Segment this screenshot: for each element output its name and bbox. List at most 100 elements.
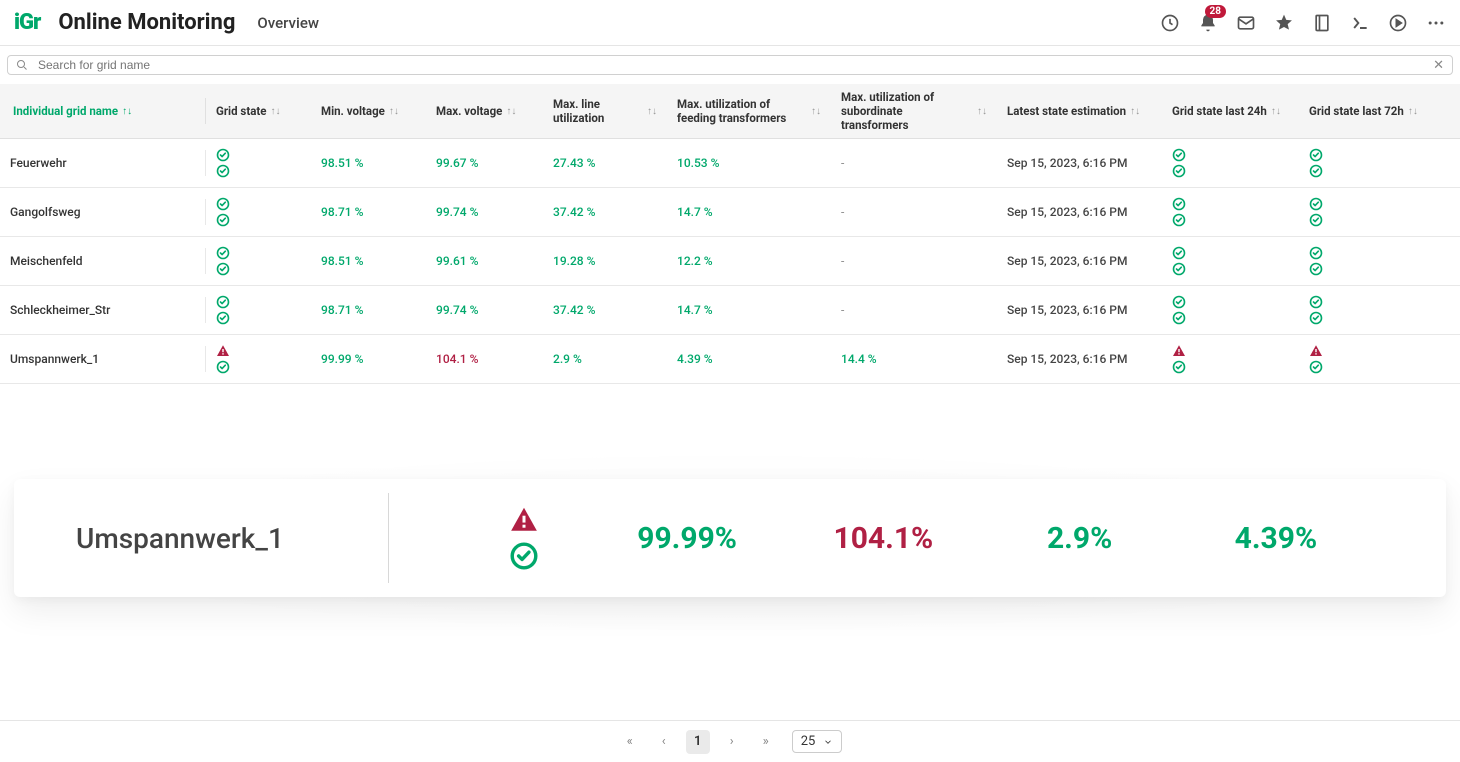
cell-max-voltage: 104.1 % <box>426 346 543 372</box>
cell-max-line: 37.42 % <box>543 297 667 323</box>
detail-metric-4: 4.39% <box>1178 521 1374 556</box>
cell-max-feed: 14.7 % <box>667 199 831 225</box>
cell-24h <box>1162 191 1299 233</box>
more-icon[interactable] <box>1426 13 1446 33</box>
play-icon[interactable] <box>1388 13 1408 33</box>
cell-max-sub: - <box>831 297 997 323</box>
cell-grid-name: Gangolfsweg <box>0 199 206 225</box>
cell-latest: Sep 15, 2023, 6:16 PM <box>997 199 1162 225</box>
table-row[interactable]: Gangolfsweg 98.71 %99.74 %37.42 %14.7 %-S… <box>0 188 1460 237</box>
app-title: Online Monitoring <box>58 10 235 35</box>
detail-status-icons <box>459 505 589 571</box>
cell-latest: Sep 15, 2023, 6:16 PM <box>997 248 1162 274</box>
table-row[interactable]: Schleckheimer_Str 98.71 %99.74 %37.42 %14… <box>0 286 1460 335</box>
cell-24h <box>1162 289 1299 331</box>
cell-max-line: 27.43 % <box>543 150 667 176</box>
table-header: Individual grid name↑↓ Grid state↑↓ Min.… <box>0 84 1460 139</box>
terminal-icon[interactable] <box>1350 13 1370 33</box>
clock-icon[interactable] <box>1160 13 1180 33</box>
cell-72h <box>1299 338 1434 380</box>
page-size-select[interactable]: 25 <box>792 730 843 753</box>
cell-latest: Sep 15, 2023, 6:16 PM <box>997 346 1162 372</box>
cell-min-voltage: 99.99 % <box>311 346 426 372</box>
cell-24h <box>1162 338 1299 380</box>
star-icon[interactable] <box>1274 13 1294 33</box>
clear-search-icon[interactable]: ✕ <box>1433 58 1444 73</box>
divider <box>388 493 389 583</box>
table-body: Feuerwehr98.51 %99.67 %27.43 %10.53 %-Se… <box>0 139 1460 384</box>
col-header-maxv[interactable]: Max. voltage↑↓ <box>426 98 543 124</box>
cell-72h <box>1299 191 1434 233</box>
col-header-maxline[interactable]: Max. line utilization↑↓ <box>543 91 667 131</box>
cell-max-voltage: 99.61 % <box>426 248 543 274</box>
col-header-maxfeed[interactable]: Max. utilization of feeding transformers… <box>667 91 831 131</box>
col-header-state[interactable]: Grid state↑↓ <box>206 98 311 124</box>
top-icons: 28 <box>1160 13 1446 33</box>
cell-max-sub: 14.4 % <box>831 346 997 372</box>
cell-max-feed: 4.39 % <box>667 346 831 372</box>
last-page-button[interactable]: » <box>754 730 778 754</box>
search-input[interactable] <box>38 58 1433 72</box>
col-header-name[interactable]: Individual grid name↑↓ <box>0 98 206 124</box>
pager: « ‹ 1 › » <box>618 730 778 754</box>
cell-72h <box>1299 289 1434 331</box>
table-row[interactable]: Meischenfeld98.51 %99.61 %19.28 %12.2 %-… <box>0 237 1460 286</box>
cell-state <box>206 142 311 184</box>
cell-max-sub: - <box>831 248 997 274</box>
search-icon <box>16 59 28 71</box>
topbar: iGr Online Monitoring Overview 28 <box>0 0 1460 46</box>
cell-grid-name: Umspannwerk_1 <box>0 346 206 372</box>
col-header-minv[interactable]: Min. voltage↑↓ <box>311 98 426 124</box>
col-header-maxsub[interactable]: Max. utilization of subordinate transfor… <box>831 84 997 138</box>
cell-latest: Sep 15, 2023, 6:16 PM <box>997 150 1162 176</box>
table-row[interactable]: Umspannwerk_1 99.99 %104.1 %2.9 %4.39 %14… <box>0 335 1460 384</box>
cell-state <box>206 240 311 282</box>
cell-max-feed: 14.7 % <box>667 297 831 323</box>
cell-max-voltage: 99.74 % <box>426 297 543 323</box>
col-header-latest[interactable]: Latest state estimation↑↓ <box>997 98 1162 124</box>
cell-max-line: 37.42 % <box>543 199 667 225</box>
page-number[interactable]: 1 <box>686 730 710 754</box>
cell-72h <box>1299 142 1434 184</box>
cell-72h <box>1299 240 1434 282</box>
detail-metric-3: 2.9% <box>982 521 1178 556</box>
cell-max-sub: - <box>831 150 997 176</box>
cell-max-voltage: 99.74 % <box>426 199 543 225</box>
detail-metric-1: 99.99% <box>589 521 785 556</box>
logo[interactable]: iGr <box>14 10 40 35</box>
detail-metric-2: 104.1% <box>785 521 981 556</box>
first-page-button[interactable]: « <box>618 730 642 754</box>
bell-icon[interactable]: 28 <box>1198 13 1218 33</box>
prev-page-button[interactable]: ‹ <box>652 730 676 754</box>
cell-grid-name: Schleckheimer_Str <box>0 297 206 323</box>
cell-max-sub: - <box>831 199 997 225</box>
cell-max-voltage: 99.67 % <box>426 150 543 176</box>
chevron-down-icon <box>823 737 833 747</box>
next-page-button[interactable]: › <box>720 730 744 754</box>
col-header-24h[interactable]: Grid state last 24h↑↓ <box>1162 98 1299 124</box>
book-icon[interactable] <box>1312 13 1332 33</box>
cell-max-feed: 12.2 % <box>667 248 831 274</box>
detail-card: Umspannwerk_1 99.99% 104.1% 2.9% 4.39% <box>14 479 1446 597</box>
cell-max-feed: 10.53 % <box>667 150 831 176</box>
cell-min-voltage: 98.71 % <box>311 297 426 323</box>
cell-grid-name: Feuerwehr <box>0 150 206 176</box>
table-row[interactable]: Feuerwehr 98.51 %99.67 %27.43 %10.53 %-Se… <box>0 139 1460 188</box>
searchbar[interactable]: ✕ <box>7 55 1453 75</box>
cell-state <box>206 289 311 331</box>
cell-state <box>206 338 311 380</box>
footer: « ‹ 1 › » 25 <box>0 720 1460 762</box>
nav-overview-tab[interactable]: Overview <box>257 14 319 32</box>
cell-min-voltage: 98.71 % <box>311 199 426 225</box>
cell-max-line: 2.9 % <box>543 346 667 372</box>
cell-24h <box>1162 240 1299 282</box>
cell-max-line: 19.28 % <box>543 248 667 274</box>
cell-state <box>206 191 311 233</box>
detail-grid-name: Umspannwerk_1 <box>76 522 388 555</box>
cell-min-voltage: 98.51 % <box>311 150 426 176</box>
cell-grid-name: Meischenfeld <box>0 248 206 274</box>
col-header-72h[interactable]: Grid state last 72h↑↓ <box>1299 98 1434 124</box>
cell-latest: Sep 15, 2023, 6:16 PM <box>997 297 1162 323</box>
notification-badge: 28 <box>1205 5 1226 18</box>
mail-icon[interactable] <box>1236 13 1256 33</box>
